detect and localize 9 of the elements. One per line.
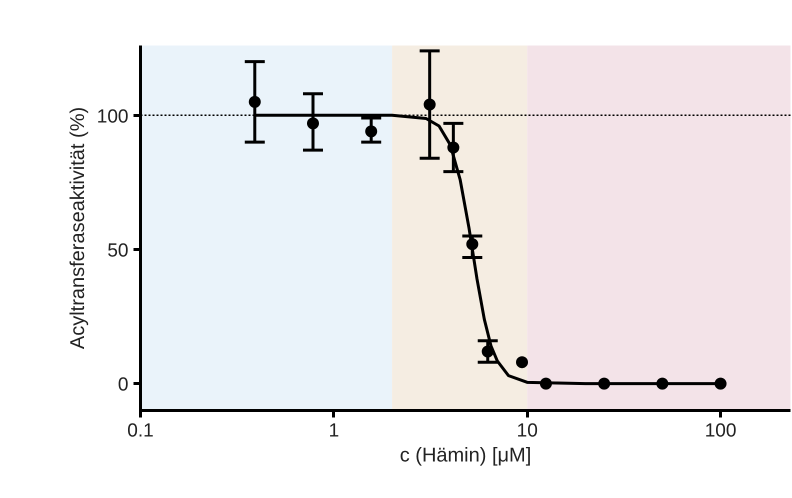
y-axis-title: Acyltransferaseaktivität (%) [66, 106, 89, 350]
x-tick-label: 0.1 [127, 420, 154, 442]
y-tick-label: 0 [118, 374, 129, 396]
x-axis-title: c (Hämin) [μM] [400, 444, 532, 466]
x-tick-label: 100 [704, 420, 736, 442]
y-tick-label: 100 [96, 106, 128, 128]
x-tick-label: 1 [328, 420, 340, 442]
x-tick-label: 10 [516, 420, 538, 442]
y-tick-label: 50 [107, 240, 129, 262]
